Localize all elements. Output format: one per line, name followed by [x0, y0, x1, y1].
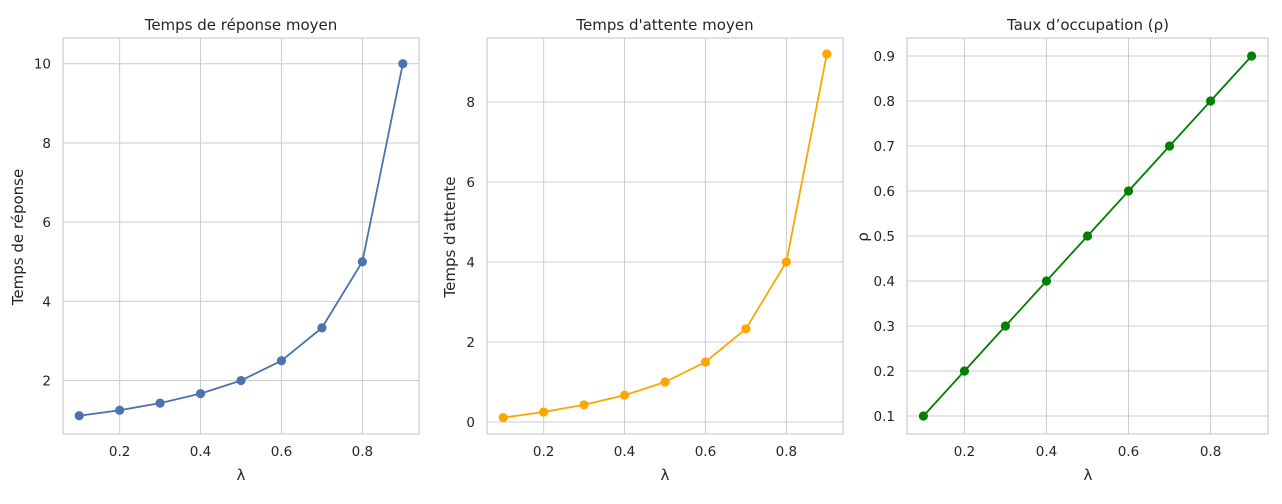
panel-3-ytick-label: 0.2	[874, 364, 895, 380]
panel-2-xtick-label: 0.4	[614, 444, 635, 460]
panel-1-data-point	[115, 405, 125, 415]
panel-1-series-line	[79, 63, 404, 417]
panel-3-frame	[906, 37, 1269, 435]
panel-1-ytick-label: 2	[42, 374, 51, 390]
panel-1-data-point	[357, 257, 367, 267]
panel-2-ytick-label: 2	[466, 335, 475, 351]
panel-2-ytick-label: 4	[466, 255, 475, 271]
panel-2-data-point	[700, 357, 711, 367]
panel-1-xtick-label: 0.2	[109, 444, 130, 460]
panel-3-data-point	[959, 366, 970, 376]
panel-2-title: Temps d'attente moyen	[575, 16, 753, 34]
panel-1-title: Temps de réponse moyen	[144, 16, 338, 34]
panel-2-data-point	[822, 49, 832, 59]
panel-1-ytick-label: 6	[42, 215, 51, 231]
panel-3-ytick-label: 0.7	[874, 139, 895, 155]
panel-2-ytick-label: 8	[466, 95, 475, 111]
panel-3-data-point	[1164, 141, 1175, 151]
panel-2-ytick-label: 6	[466, 175, 475, 191]
panel-1-ytick-label: 4	[42, 294, 51, 310]
panel-1-data-point	[236, 375, 246, 386]
panel-3-xtick-label: 0.6	[1118, 444, 1139, 460]
panel-3-ytick-label: 0.3	[874, 319, 895, 335]
panel-2-xlabel: λ	[661, 466, 670, 484]
panel-2-data-point	[579, 400, 589, 410]
panel-1-ytick-label: 10	[34, 57, 51, 73]
panel-response-time: 0.2 0.4 0.6 0.8 2 4 6 8 10 Temps de réponse moye…	[9, 16, 420, 484]
panel-2-frame	[486, 37, 844, 435]
panel-3-data-point	[1082, 231, 1093, 241]
panel-3-ytick-label: 0.9	[874, 49, 895, 65]
panel-3-data-point	[1205, 96, 1216, 106]
panel-3-ytick-label: 0.6	[874, 184, 895, 200]
panel-occupancy-rate: 0.2 0.4 0.6 0.80.10.20.30.40.50.60.70.80.9 …	[854, 16, 1269, 484]
panel-2-ytick-label: 0	[466, 415, 475, 431]
panel-1-ylabel: Temps de réponse	[9, 169, 27, 306]
panel-1-data-point	[155, 398, 165, 408]
panel-2-ylabel: Temps d'attente	[441, 176, 459, 298]
panel-3-ylabel: ρ	[854, 232, 872, 242]
panel-3-data-point	[1041, 276, 1052, 286]
panel-3-data-point	[1123, 186, 1134, 196]
panel-2-xtick-label: 0.2	[533, 444, 554, 460]
panel-1-data-point	[195, 389, 206, 399]
panel-3-data-point	[918, 411, 929, 421]
panel-2-data-point	[741, 324, 751, 334]
panel-1-data-point	[317, 323, 327, 333]
panel-2-xtick-label: 0.6	[695, 444, 716, 460]
panel-3-xtick-label: 0.8	[1200, 444, 1221, 460]
panel-1-xtick-label: 0.8	[352, 444, 373, 460]
panel-3-ytick-label: 0.5	[874, 229, 895, 245]
panel-1-xtick-label: 0.4	[190, 444, 211, 460]
panel-2-series-line	[503, 53, 828, 419]
panel-3-data-point	[1246, 51, 1257, 61]
panel-3-ytick-label: 0.1	[874, 409, 895, 425]
panel-2-data-point	[619, 390, 630, 400]
panel-2-data-point	[498, 413, 508, 423]
panel-1-frame	[62, 37, 420, 435]
panel-1-plot-area: 0.2 0.4 0.6 0.8 2 4 6 8 10	[34, 37, 420, 460]
panel-1-data-point	[398, 59, 408, 69]
panel-1-ytick-label: 8	[42, 136, 51, 152]
panel-1-xlabel: λ	[237, 466, 246, 484]
panel-2-data-point	[660, 377, 670, 387]
panel-3-title: Taux d’occupation (ρ)	[1006, 16, 1169, 34]
panel-2-plot-area: 0.2 0.4 0.6 0.8 0 2 4 6 8	[466, 37, 844, 460]
panel-2-xtick-label: 0.8	[776, 444, 797, 460]
panel-3-xlabel: λ	[1084, 466, 1093, 484]
panel-1-data-point	[276, 356, 287, 366]
panel-1-xtick-label: 0.6	[271, 444, 292, 460]
panel-3-xtick-label: 0.2	[954, 444, 975, 460]
panel-3-ytick-label: 0.4	[874, 274, 895, 290]
panel-3-data-point	[1000, 321, 1011, 331]
panel-3-plot-area: 0.2 0.4 0.6 0.8 0.1 0.2 0.3 0.4 0.5 0.6 0.7 0.8 0.9	[874, 37, 1269, 460]
panel-2-data-point	[781, 257, 791, 267]
panel-3-xtick-label: 0.4	[1036, 444, 1057, 460]
panel-1-data-point	[74, 411, 84, 421]
panel-2-data-point	[539, 407, 549, 417]
panel-3-ytick-label: 0.8	[874, 94, 895, 110]
